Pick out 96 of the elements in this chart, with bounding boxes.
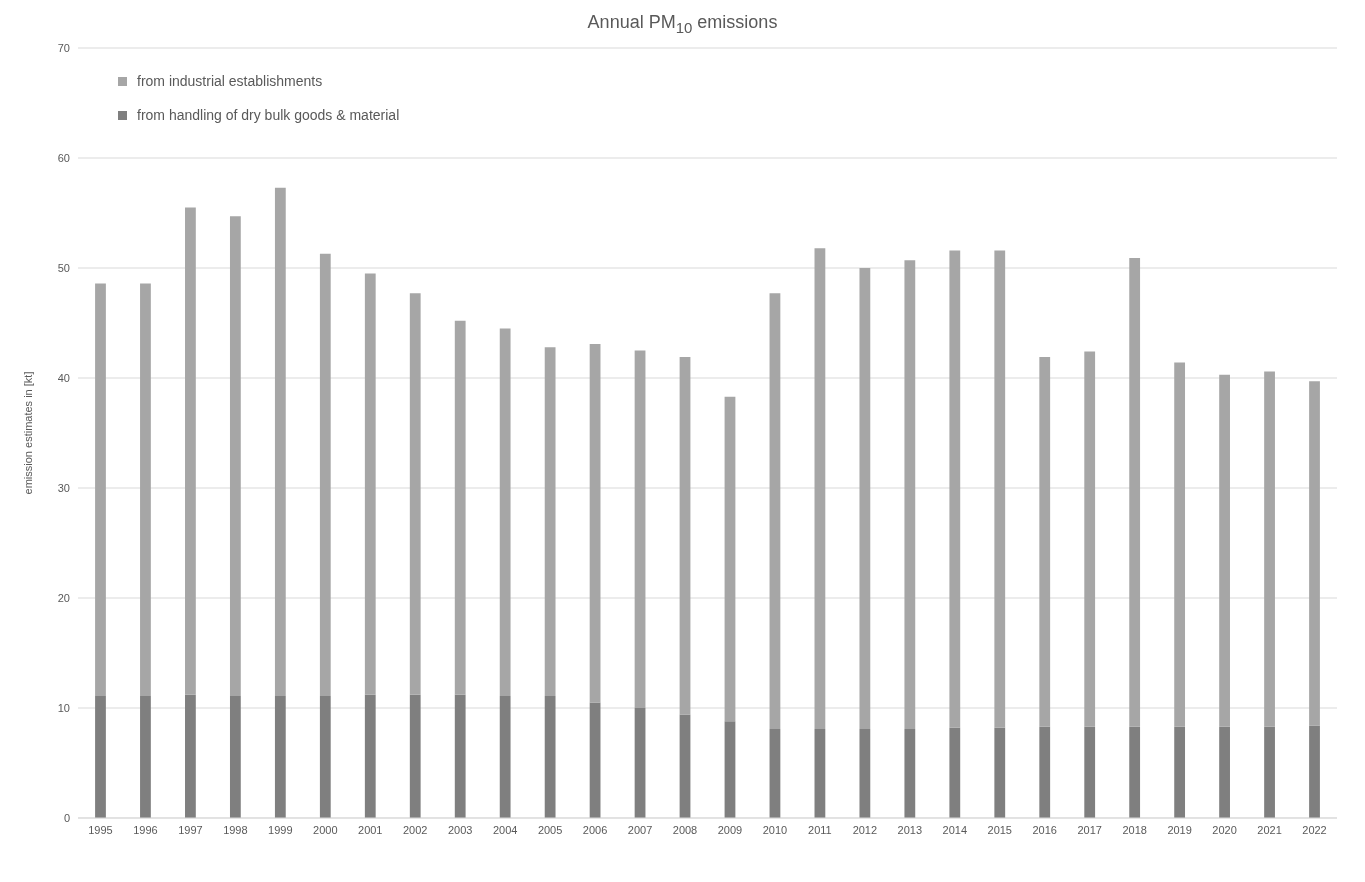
x-tick-label: 1998: [223, 823, 248, 836]
bar: [1039, 357, 1051, 727]
bar: [769, 728, 781, 818]
bar: [544, 347, 556, 696]
bar: [589, 343, 601, 703]
x-tick-label: 2009: [717, 823, 743, 836]
x-tick-label: 2002: [402, 823, 428, 836]
bar: [859, 268, 871, 729]
y-tick-label: 30: [57, 481, 70, 494]
bar: [769, 293, 781, 729]
bar: [1264, 371, 1275, 727]
bar: [364, 694, 376, 818]
x-tick-label: 2001: [358, 823, 383, 836]
bar: [679, 714, 691, 818]
bar: [724, 721, 736, 818]
bar: [409, 694, 421, 818]
bar: [859, 728, 871, 818]
bar: [229, 216, 241, 696]
x-tick-label: 2011: [808, 823, 832, 836]
bar: [589, 702, 601, 818]
bar: [319, 695, 331, 818]
bar: [454, 320, 466, 695]
bar: [1084, 726, 1096, 818]
bar: [634, 350, 646, 708]
bar: [814, 728, 826, 818]
x-tick-label: 1996: [133, 823, 158, 836]
bar: [409, 293, 421, 695]
x-tick-label: 2005: [537, 823, 563, 836]
bar: [185, 207, 196, 695]
y-tick-label: 10: [57, 701, 70, 714]
bar: [319, 253, 331, 696]
bar: [949, 250, 961, 728]
y-tick-label: 50: [57, 261, 70, 274]
bar: [364, 273, 376, 695]
y-tick-label: 70: [57, 41, 70, 54]
bar: [904, 728, 916, 818]
bar: [1039, 726, 1051, 818]
x-tick-label: 2008: [672, 823, 698, 836]
bar: [724, 396, 736, 722]
x-tick-label: 2012: [852, 823, 878, 836]
bar: [95, 283, 106, 696]
x-tick-label: 2016: [1032, 823, 1057, 836]
x-tick-label: 1999: [268, 823, 293, 836]
y-axis-title: emission estimates in [kt]: [21, 371, 34, 495]
bar: [1084, 351, 1096, 727]
bar: [994, 727, 1006, 818]
x-tick-label: 2003: [447, 823, 473, 836]
legend-label: from handling of dry bulk goods & material: [137, 107, 400, 123]
x-tick-label: 2014: [942, 823, 968, 836]
bar: [1129, 258, 1141, 727]
bar: [634, 708, 646, 818]
x-tick-label: 2022: [1302, 823, 1327, 836]
x-tick-label: 2006: [582, 823, 608, 836]
bar: [1219, 726, 1230, 818]
bar: [274, 695, 286, 818]
bar: [229, 695, 241, 818]
bar: [1309, 381, 1320, 726]
x-tick-label: 2015: [987, 823, 1013, 836]
x-tick-label: 2004: [492, 823, 518, 836]
x-tick-label: 1995: [88, 823, 113, 836]
y-tick-label: 0: [63, 811, 70, 824]
bar: [1129, 726, 1141, 818]
bar: [95, 695, 106, 818]
legend-label: from industrial establishments: [137, 73, 323, 89]
chart-title: Annual PM$_{10}$ emissions: [586, 12, 779, 36]
bar: [814, 248, 826, 729]
bar: [1174, 362, 1186, 727]
bar: [1174, 726, 1186, 818]
bar: [1264, 726, 1275, 818]
x-tick-label: 2013: [897, 823, 923, 836]
bar: [274, 187, 286, 696]
bar: [904, 260, 916, 729]
bar: [949, 727, 961, 818]
x-tick-label: 2018: [1122, 823, 1147, 836]
y-tick-label: 20: [57, 591, 70, 604]
bar: [185, 694, 196, 818]
bar: [994, 250, 1006, 728]
x-tick-label: 2017: [1077, 823, 1102, 836]
x-tick-label: 2021: [1257, 823, 1282, 836]
x-tick-label: 2000: [313, 823, 338, 836]
bar: [1309, 725, 1320, 818]
bar: [499, 328, 511, 696]
bar: [140, 695, 151, 818]
bar: [454, 694, 466, 818]
bar: [679, 357, 691, 715]
x-tick-label: 2019: [1167, 823, 1192, 836]
y-tick-label: 40: [57, 371, 70, 384]
x-tick-label: 2010: [762, 823, 788, 836]
bar: [544, 695, 556, 818]
bar: [1219, 374, 1230, 727]
y-tick-label: 60: [57, 151, 70, 164]
bar: [499, 695, 511, 818]
x-tick-label: 2007: [627, 823, 653, 836]
x-tick-label: 1997: [178, 823, 203, 836]
x-tick-label: 2020: [1212, 823, 1237, 836]
bar: [140, 283, 151, 696]
